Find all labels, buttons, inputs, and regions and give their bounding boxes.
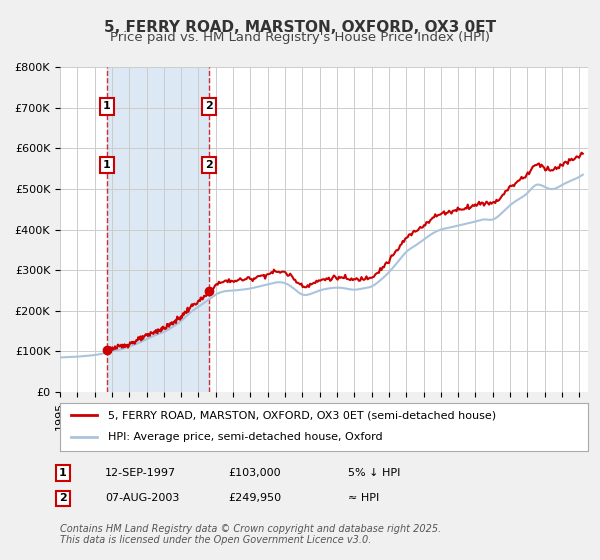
Text: 5% ↓ HPI: 5% ↓ HPI xyxy=(348,468,400,478)
Text: HPI: Average price, semi-detached house, Oxford: HPI: Average price, semi-detached house,… xyxy=(107,432,382,442)
Text: 1: 1 xyxy=(103,160,110,170)
Text: 2: 2 xyxy=(205,101,213,111)
Text: 2: 2 xyxy=(205,160,213,170)
Text: 5, FERRY ROAD, MARSTON, OXFORD, OX3 0ET (semi-detached house): 5, FERRY ROAD, MARSTON, OXFORD, OX3 0ET … xyxy=(107,410,496,420)
Text: 5, FERRY ROAD, MARSTON, OXFORD, OX3 0ET: 5, FERRY ROAD, MARSTON, OXFORD, OX3 0ET xyxy=(104,20,496,35)
Text: ≈ HPI: ≈ HPI xyxy=(348,493,379,503)
Bar xyxy=(107,67,209,392)
Text: 12-SEP-1997: 12-SEP-1997 xyxy=(105,468,176,478)
Text: £249,950: £249,950 xyxy=(228,493,281,503)
Text: 07-AUG-2003: 07-AUG-2003 xyxy=(105,493,179,503)
Text: £103,000: £103,000 xyxy=(228,468,281,478)
Text: 2: 2 xyxy=(59,493,67,503)
Text: 1: 1 xyxy=(103,101,110,111)
Text: 1: 1 xyxy=(59,468,67,478)
Text: Price paid vs. HM Land Registry's House Price Index (HPI): Price paid vs. HM Land Registry's House … xyxy=(110,31,490,44)
Text: Contains HM Land Registry data © Crown copyright and database right 2025.
This d: Contains HM Land Registry data © Crown c… xyxy=(60,524,441,545)
